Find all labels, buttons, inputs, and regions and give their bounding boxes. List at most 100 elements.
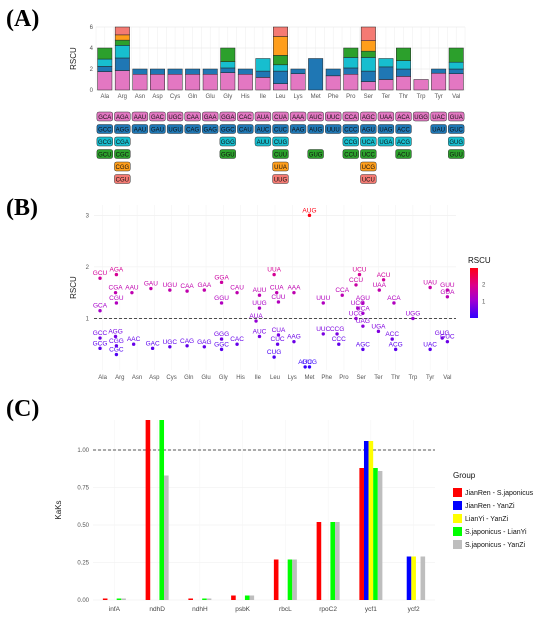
x-tick-label-b: Ter (374, 375, 382, 381)
y-tick-label-c: 0.50 (77, 523, 89, 529)
codon-box (219, 111, 236, 122)
point-label: GGA (214, 274, 229, 281)
codon-box (166, 124, 184, 134)
stack-segment (132, 74, 148, 91)
data-point (428, 285, 432, 290)
stack-segment (290, 73, 306, 91)
point-label: AAA (287, 285, 301, 292)
kaks-bar (359, 468, 364, 600)
stack-segment (378, 66, 394, 80)
stack-segment (396, 47, 411, 61)
codon-label: CAU (239, 128, 252, 134)
data-point (276, 300, 281, 304)
codon-label: AUU (257, 140, 270, 146)
x-tick-label-c: rbcL (279, 606, 292, 613)
codon-box (342, 136, 359, 147)
x-tick-label-a: Asn (135, 94, 145, 100)
codon-box (114, 174, 131, 184)
codon-label: UGG (414, 115, 428, 121)
x-tick-label-b: Leu (270, 375, 280, 381)
codon-label: UCA (362, 140, 375, 146)
point-label: GUA (440, 289, 455, 296)
stack-segment (114, 45, 130, 59)
codon-label: AUC (309, 115, 322, 121)
stack-segment (255, 77, 271, 91)
data-point (185, 344, 189, 348)
codon-box (448, 111, 465, 122)
legend-label: S.japonicus - YanZi (465, 542, 525, 549)
kaks-bar (231, 595, 236, 600)
point-label: CGC (109, 347, 124, 354)
x-tick-label-a: Glu (206, 94, 215, 100)
data-point (114, 352, 119, 357)
x-tick-label-c: ycf1 (365, 606, 377, 613)
codon-box (202, 111, 219, 122)
legend-swatch (453, 488, 462, 497)
stack-segment (396, 60, 411, 70)
stack-segment (378, 58, 394, 68)
codon-label: UUG (274, 178, 288, 184)
codon-box (114, 124, 131, 134)
point-label: GAU (144, 281, 158, 288)
legend-swatch (453, 540, 462, 549)
data-point (354, 283, 358, 287)
codon-label: CCA (344, 115, 357, 121)
panel-label-b: (B) (6, 195, 38, 221)
codon-label: AGA (116, 115, 129, 121)
point-label: UUC (316, 326, 330, 333)
codon-box (307, 149, 324, 159)
data-point (445, 339, 450, 344)
x-tick-label-a: Asp (152, 94, 163, 100)
x-tick-label-a: Val (452, 94, 460, 100)
panel-a-rscu-stacked-bar-chart: 0 2 4 6 RSCU Ala Arg Asn Asp Cys Gln Glu Gly His Ile Le… (69, 25, 466, 184)
codon-box (219, 124, 236, 134)
x-tick-label-b: Glu (201, 375, 210, 381)
kaks-bar (206, 598, 212, 600)
stack-segment (185, 68, 201, 75)
stack-segment (448, 73, 464, 91)
stack-segment (167, 68, 183, 75)
stack-segment (114, 34, 130, 41)
stack-segment (273, 83, 288, 91)
point-label: UAC (423, 341, 437, 348)
codon-box (395, 124, 412, 134)
point-label: ACA (387, 295, 401, 302)
data-point (149, 286, 153, 291)
stack-segment (360, 50, 376, 58)
codon-box (448, 136, 465, 147)
point-label: UCU (352, 267, 366, 274)
point-label: CCC (332, 336, 346, 343)
codon-box (272, 111, 289, 122)
codon-label: AUA (257, 115, 269, 121)
stack-segment (343, 74, 359, 91)
point-label: AAG (287, 334, 301, 341)
point-label: GCU (93, 270, 108, 277)
point-label: UAA (373, 282, 387, 289)
panel-label-c: (C) (6, 396, 39, 422)
codon-label: UCC (362, 153, 376, 159)
stack-segment (273, 36, 288, 56)
point-label: CAG (180, 338, 194, 345)
x-tick-label-c: ycf2 (408, 606, 420, 613)
stack-segment (360, 57, 376, 72)
x-tick-label-b: Asp (149, 375, 160, 381)
y-tick-label-c: 0.25 (77, 561, 89, 567)
plot-area-c (93, 420, 435, 600)
stack-segment (220, 67, 236, 73)
data-point (335, 332, 339, 336)
x-tick-label-c: psbK (235, 606, 250, 613)
data-point (307, 365, 312, 369)
x-tick-label-a: Tyr (434, 94, 442, 100)
data-point (219, 280, 224, 285)
x-tick-label-b: Pro (339, 375, 349, 381)
stack-segment (448, 68, 464, 74)
point-label: GGG (214, 331, 229, 338)
point-label: AGA (110, 267, 124, 274)
codon-label: CGU (116, 178, 129, 184)
codon-label: AAU (134, 115, 146, 121)
codon-box (237, 124, 254, 134)
codon-label: CUU (274, 153, 287, 159)
data-point (276, 333, 281, 337)
data-point (235, 290, 239, 295)
